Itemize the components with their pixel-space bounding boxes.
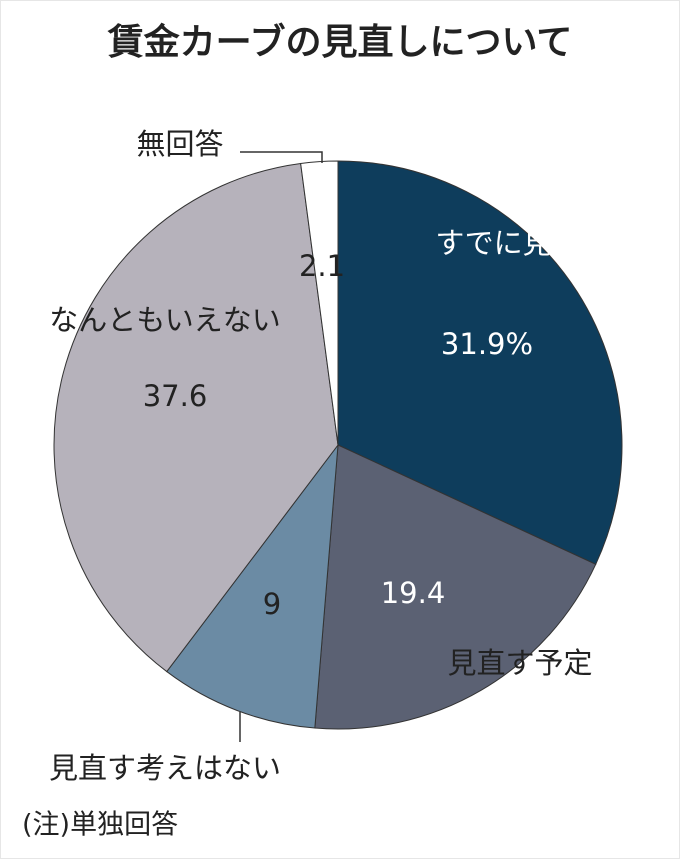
category-label: なんともいえない: [49, 303, 280, 337]
value-label: 31.9%: [441, 327, 533, 361]
leader-line: [240, 151, 323, 163]
pie-slice: [314, 444, 597, 730]
category-label: 無回答: [136, 127, 223, 161]
category-label: 見直す予定: [447, 646, 592, 680]
chart-title: 賃金カーブの見直しについて: [107, 21, 573, 63]
category-label: 見直す考えはない: [49, 751, 281, 785]
value-label: 9: [263, 587, 281, 621]
pie-slice: [300, 160, 339, 446]
value-label: 2.1: [299, 249, 345, 283]
category-label: すでに見直した: [435, 226, 638, 260]
pie-slice: [53, 162, 339, 673]
note: (注)単独回答: [22, 810, 178, 841]
pie-slice: [337, 160, 623, 565]
value-label: 37.6: [143, 379, 208, 413]
value-label: 19.4: [381, 576, 446, 610]
pie-slice: [166, 443, 339, 729]
